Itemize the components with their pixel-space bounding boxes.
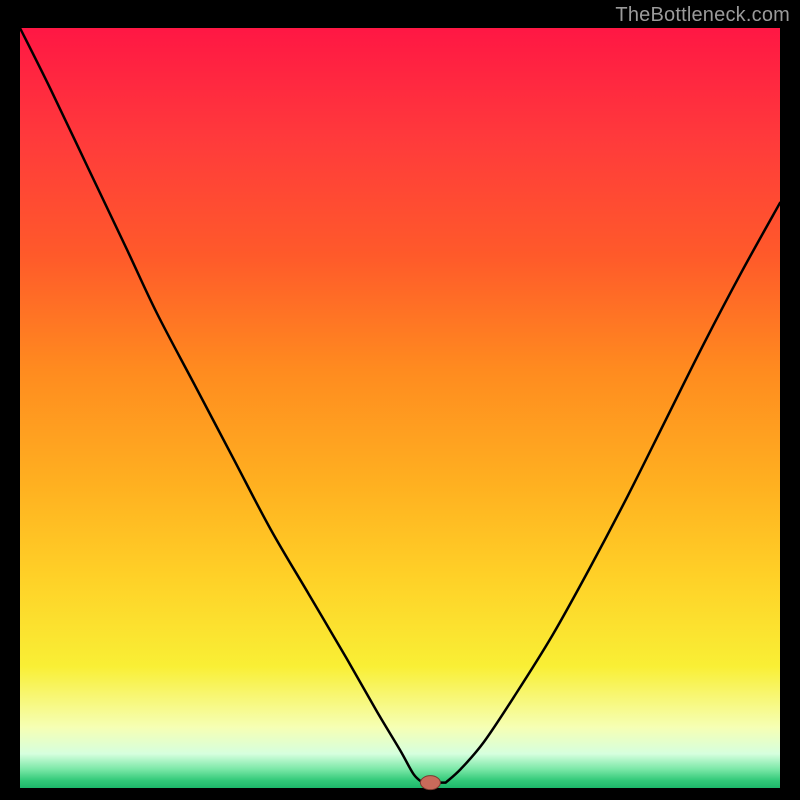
plot-background <box>20 28 780 788</box>
chart-container: TheBottleneck.com <box>0 0 800 800</box>
dip-marker <box>420 776 440 790</box>
watermark-text: TheBottleneck.com <box>615 4 790 27</box>
chart-svg <box>0 0 800 800</box>
